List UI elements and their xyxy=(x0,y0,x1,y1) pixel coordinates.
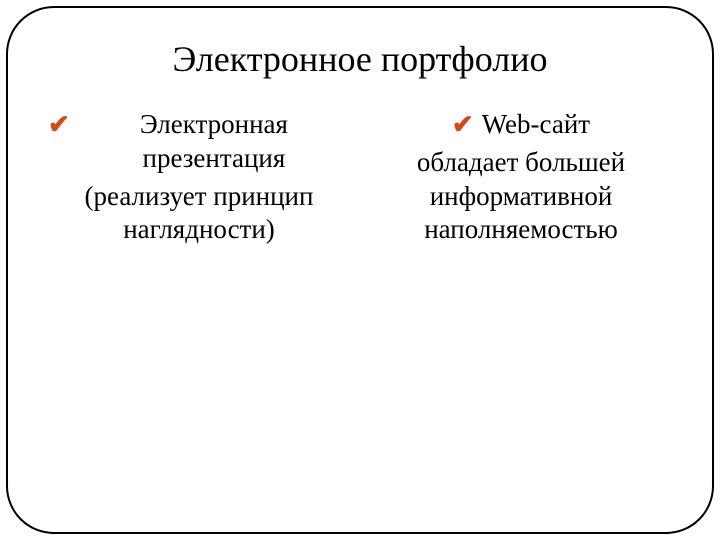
bullet-line: ✔ Web-сайт xyxy=(370,108,672,142)
column-left: ✔ Электронная презентация (реализует при… xyxy=(48,108,350,247)
sub-text: обладает большей информативной наполняем… xyxy=(370,146,672,247)
check-icon: ✔ xyxy=(48,108,70,142)
check-icon: ✔ xyxy=(452,108,474,142)
slide-title: Электронное портфолио xyxy=(48,38,672,80)
slide-frame: Электронное портфолио ✔ Электронная през… xyxy=(6,6,714,534)
sub-text: (реализует принцип наглядности) xyxy=(48,180,350,248)
column-right: ✔ Web-сайт обладает большей информативно… xyxy=(370,108,672,247)
columns-container: ✔ Электронная презентация (реализует при… xyxy=(48,108,672,247)
bullet-line: ✔ Электронная презентация xyxy=(48,108,350,176)
bullet-text: Электронная презентация xyxy=(78,108,350,176)
bullet-text: Web-сайт xyxy=(482,108,590,142)
